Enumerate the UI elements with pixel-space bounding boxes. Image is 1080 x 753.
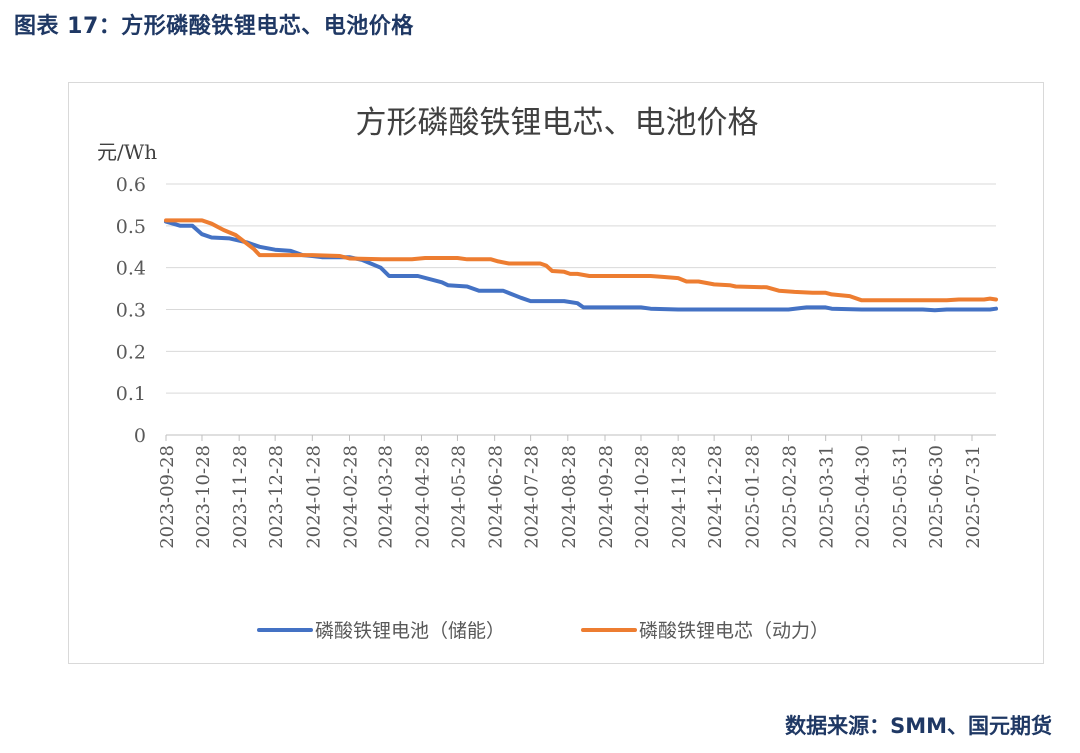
series-line-2 xyxy=(164,218,998,303)
x-tick-label: 2025-04-30 xyxy=(853,445,874,549)
x-tick-label: 2023-10-28 xyxy=(193,445,214,549)
x-tick-label: 2023-09-28 xyxy=(157,445,178,549)
y-tick-label: 0 xyxy=(134,425,146,447)
x-tick-label: 2023-12-28 xyxy=(266,445,287,549)
legend-label-2: 磷酸铁锂电芯（动力） xyxy=(639,620,829,642)
y-tick-label: 0.3 xyxy=(116,300,146,322)
x-tick-label: 2024-09-28 xyxy=(596,445,617,549)
x-tick-label: 2024-06-28 xyxy=(486,445,507,549)
x-tick-label: 2024-08-28 xyxy=(559,445,580,549)
x-tick-label: 2024-02-28 xyxy=(341,445,362,549)
x-tick-label: 2023-11-28 xyxy=(230,445,251,549)
y-tick-label: 0.6 xyxy=(116,174,146,196)
source-note: 数据来源：SMM、国元期货 xyxy=(785,714,1052,738)
x-tick-label: 2024-03-28 xyxy=(375,445,396,549)
y-tick-label: 0.1 xyxy=(116,383,146,405)
series-line-1 xyxy=(164,219,998,313)
x-tick-label: 2024-05-28 xyxy=(448,445,469,549)
x-tick-label: 2025-06-30 xyxy=(926,445,947,549)
figure-caption: 图表 17：方形磷酸铁锂电芯、电池价格 xyxy=(14,14,414,39)
y-tick-label: 0.4 xyxy=(116,258,146,280)
x-tick-label: 2024-01-28 xyxy=(303,445,324,549)
x-tick-label: 2025-07-31 xyxy=(963,445,984,549)
y-tick-label: 0.2 xyxy=(116,341,146,363)
x-tick-label: 2024-04-28 xyxy=(412,445,433,549)
x-tick-label: 2024-12-28 xyxy=(705,445,726,549)
x-tick-label: 2024-10-28 xyxy=(632,445,653,549)
y-tick-label: 0.5 xyxy=(116,216,146,238)
x-tick-label: 2025-02-28 xyxy=(780,445,801,549)
x-tick-label: 2025-03-31 xyxy=(817,445,838,549)
x-tick-label: 2024-11-28 xyxy=(669,445,690,549)
chart-frame: 方形磷酸铁锂电芯、电池价格元/Wh 0 0.1 0.2 0.3 0.4 0.5 0.6 2023… xyxy=(68,82,1044,664)
legend-label-1: 磷酸铁锂电池（储能） xyxy=(315,620,505,642)
x-tick-label: 2024-07-28 xyxy=(522,445,543,549)
x-tick-label: 2025-05-31 xyxy=(890,445,911,549)
x-tick-label: 2025-01-28 xyxy=(742,445,763,549)
chart-title: 方形磷酸铁锂电芯、电池价格 xyxy=(356,105,759,141)
y-axis-label: 元/Wh xyxy=(97,140,157,164)
